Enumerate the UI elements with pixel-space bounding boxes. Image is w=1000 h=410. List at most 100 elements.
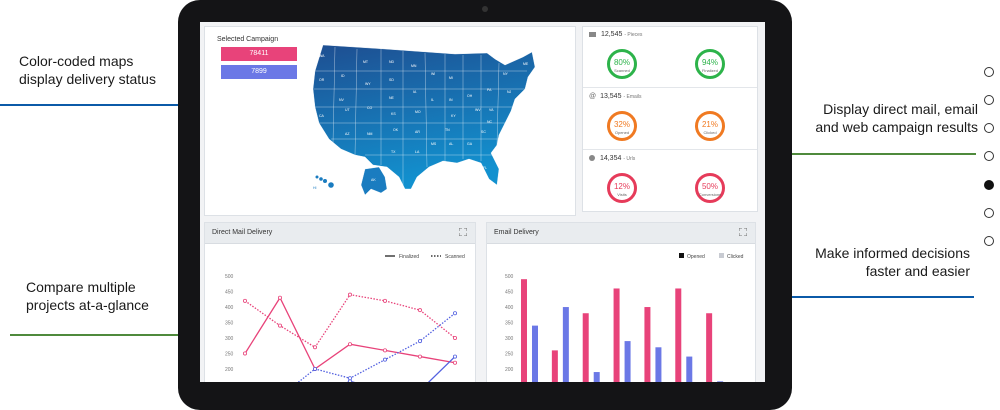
hawaii-shape[interactable]: [315, 175, 334, 188]
callout-compare: Compare multiple projects at-a-glance: [26, 278, 149, 314]
em-ytick-label: 400: [505, 305, 514, 311]
stat-head-pieces: 12,545 - Pieces: [589, 31, 642, 38]
pager-dot-6[interactable]: [984, 208, 994, 218]
state-label-in: IN: [449, 98, 453, 102]
state-label-or: OR: [319, 78, 325, 82]
state-label-me: ME: [523, 62, 529, 66]
em-ytick-label: 350: [505, 321, 514, 327]
email-delivery-header: Email Delivery: [487, 223, 755, 244]
ring-finalized-label: Finalized: [701, 68, 718, 73]
state-label-wi: WI: [431, 72, 435, 76]
direct-mail-header: Direct Mail Delivery: [205, 223, 475, 244]
callout-compare-line1: Compare multiple: [26, 279, 136, 295]
state-label-tn: TN: [445, 128, 450, 132]
email-delivery-chart: Opened Clicked 1001502002503003504004505…: [505, 253, 744, 382]
em-bar: [644, 307, 651, 382]
ring-opened-pct: 32%: [613, 120, 630, 129]
em-ytick-label: 500: [505, 274, 514, 280]
legend-scanned-label: Scanned: [445, 254, 465, 260]
state-label-nv: NV: [339, 98, 345, 102]
ring-conversions-label: Conversions: [698, 192, 722, 197]
stat-head-emails: @ 13,545 - Emails: [589, 93, 642, 100]
state-label-hi: HI: [313, 186, 317, 190]
camera-icon: [482, 6, 488, 12]
legend-finalized-label: Finalized: [399, 254, 419, 260]
state-label-ar: AR: [415, 130, 420, 134]
stat-unit-emails: - Emails: [623, 94, 642, 100]
state-label-ok: OK: [393, 128, 399, 132]
dm-point: [417, 308, 422, 313]
em-bar: [613, 288, 620, 382]
us-mainland-shape[interactable]: [312, 44, 536, 190]
stat-row-pieces: 12,545 - Pieces 80% Scanned 94% Finalize…: [583, 27, 757, 88]
pager-dot-2[interactable]: [984, 95, 994, 105]
state-label-mt: MT: [363, 60, 369, 64]
dm-ytick-label: 200: [225, 367, 234, 373]
stat-head-urls: 14,354 - Urls: [589, 155, 635, 162]
expand-icon[interactable]: [459, 228, 467, 236]
dm-series-line: [244, 296, 456, 370]
state-label-ky: KY: [451, 114, 456, 118]
state-label-nc: NC: [487, 120, 493, 124]
dm-point: [278, 295, 283, 300]
dm-point: [243, 351, 248, 356]
legend-opened-swatch: [679, 253, 684, 258]
state-label-al: AL: [449, 142, 453, 146]
state-label-va: VA: [489, 108, 494, 112]
legend-opened-label: Opened: [687, 254, 705, 260]
em-bar: [706, 313, 713, 382]
state-label-ca: CA: [319, 114, 325, 118]
alaska-shape[interactable]: [360, 166, 388, 196]
state-label-ms: MS: [431, 142, 437, 146]
state-label-co: CO: [367, 106, 373, 110]
dm-series-line: [297, 312, 456, 382]
expand-icon[interactable]: [739, 228, 747, 236]
dm-ytick-label: 450: [225, 290, 234, 296]
state-label-nj: NJ: [507, 90, 512, 94]
state-label-wv: WV: [475, 108, 481, 112]
state-label-il: IL: [431, 98, 434, 102]
ring-scanned-label: Scanned: [614, 68, 630, 73]
dm-point: [417, 354, 422, 359]
ring-visits-label: Visits: [617, 192, 627, 197]
ring-conversions: 50% Conversions: [695, 173, 725, 203]
ring-finalized: 94% Finalized: [695, 49, 725, 79]
state-label-fl: FL: [483, 166, 487, 170]
dm-point: [382, 348, 387, 353]
em-ytick-label: 200: [505, 367, 514, 373]
dm-ytick-label: 300: [225, 336, 234, 342]
state-label-mn: MN: [411, 64, 417, 68]
dm-point: [347, 342, 352, 347]
globe-icon: [589, 155, 595, 162]
mail-icon: [589, 31, 596, 37]
pager-dot-5[interactable]: [984, 180, 994, 190]
em-bar: [624, 341, 631, 382]
state-label-oh: OH: [467, 94, 473, 98]
pager-dot-7[interactable]: [984, 236, 994, 246]
ring-clicked-pct: 21%: [701, 120, 718, 129]
campaign-7899-button[interactable]: 7899: [221, 65, 297, 79]
state-label-wa: WA: [319, 54, 325, 58]
pager-dot-4[interactable]: [984, 151, 994, 161]
dm-point: [417, 339, 422, 344]
pager-dot-3[interactable]: [984, 123, 994, 133]
campaign-78411-button[interactable]: 78411: [221, 47, 297, 61]
callout-maps-connector: [0, 104, 212, 106]
state-label-la: LA: [415, 150, 420, 154]
state-label-mi: MI: [449, 76, 453, 80]
state-label-ny: NY: [503, 72, 509, 76]
callout-decisions-line2: faster and easier: [865, 263, 970, 279]
callout-decisions-connector: [740, 296, 974, 298]
stat-value-pieces: 12,545: [600, 31, 623, 38]
direct-mail-chart: Finalized Scanned 1001502002503003504004…: [225, 254, 465, 382]
dm-point: [382, 357, 387, 362]
ring-visits-pct: 12%: [613, 182, 630, 191]
pager-dot-1[interactable]: [984, 67, 994, 77]
callout-decisions: Make informed decisions faster and easie…: [800, 244, 970, 280]
em-ytick-label: 450: [505, 290, 514, 296]
dm-ytick-label: 350: [225, 321, 234, 327]
state-label-mo: MO: [415, 110, 421, 114]
callout-results-line1: Display direct mail, email: [823, 101, 978, 117]
em-bar: [521, 279, 527, 382]
stat-value-emails: 13,545: [600, 93, 622, 100]
